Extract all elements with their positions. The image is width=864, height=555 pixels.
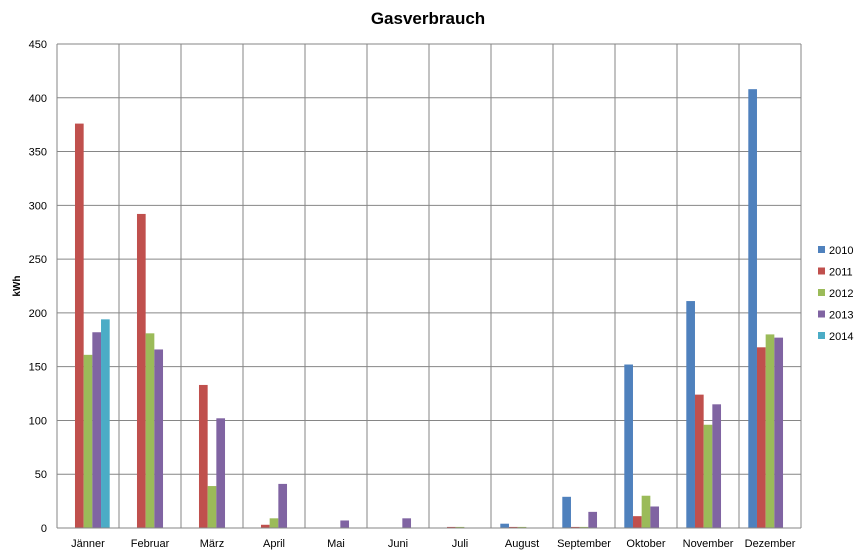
y-tick-label: 100	[29, 415, 47, 427]
bar	[694, 394, 704, 528]
x-tick-label: April	[263, 538, 285, 550]
bar	[756, 347, 766, 528]
bar	[216, 418, 226, 528]
bar	[455, 526, 465, 528]
x-tick-label: Mai	[327, 538, 345, 550]
y-axis-label: kWh	[12, 275, 23, 296]
x-tick-label: März	[200, 538, 224, 550]
bar	[517, 526, 527, 528]
bar	[765, 334, 775, 528]
y-tick-label: 350	[29, 147, 47, 159]
legend-swatch	[818, 332, 825, 339]
legend-swatch	[818, 246, 825, 253]
x-tick-label: Jänner	[71, 538, 105, 550]
legend-label: 2014	[829, 331, 853, 343]
bar	[340, 520, 350, 528]
bar	[748, 89, 757, 528]
y-tick-label: 150	[29, 362, 47, 374]
bar	[101, 319, 110, 528]
bar	[207, 486, 217, 528]
legend-label: 2010	[829, 245, 853, 257]
bar	[650, 506, 660, 528]
bar	[136, 213, 146, 528]
bar	[712, 404, 722, 528]
bar	[74, 123, 84, 528]
legend-swatch	[818, 310, 825, 318]
y-tick-label: 0	[41, 523, 47, 535]
x-tick-labels: Jänner Februar März April Mai Juni Juli August S…	[71, 538, 796, 550]
y-tick-label: 50	[35, 469, 47, 481]
x-tick-label: November	[683, 538, 734, 550]
bar	[562, 496, 571, 528]
bar	[402, 518, 412, 528]
bar	[579, 526, 589, 528]
bar	[92, 332, 102, 528]
y-tick-label: 450	[29, 39, 47, 51]
bar	[570, 526, 580, 528]
bar	[83, 354, 93, 528]
bar	[269, 518, 279, 528]
legend-label: 2012	[829, 288, 853, 300]
bar	[588, 511, 598, 528]
bar	[774, 337, 784, 528]
x-tick-label: Juli	[452, 538, 469, 550]
x-tick-label: August	[505, 538, 539, 550]
bar	[500, 523, 509, 528]
bar	[278, 483, 288, 528]
legend-label: 2013	[829, 310, 853, 322]
x-tick-label: Februar	[131, 538, 170, 550]
bar	[686, 301, 695, 528]
bar	[703, 424, 713, 528]
bar	[508, 526, 518, 528]
x-tick-label: Juni	[388, 538, 408, 550]
y-tick-labels: 0 50 100 150 200 250 300 350 400 450	[29, 39, 47, 535]
bar	[154, 349, 164, 528]
bar	[260, 524, 270, 528]
y-tick-label: 200	[29, 308, 47, 320]
legend: 2010 2011 2012 2013 2014	[818, 245, 853, 343]
bars	[74, 89, 784, 528]
y-tick-label: 300	[29, 200, 47, 212]
legend-swatch	[818, 267, 825, 275]
legend-swatch	[818, 289, 825, 296]
y-tick-label: 250	[29, 254, 47, 266]
legend-label: 2011	[829, 267, 853, 279]
x-tick-label: Dezember	[745, 538, 796, 550]
x-tick-label: Oktober	[626, 538, 665, 550]
bar	[632, 516, 642, 528]
bar	[198, 384, 208, 528]
bar	[624, 364, 633, 528]
axes	[56, 44, 801, 529]
x-tick-label: September	[557, 538, 611, 550]
y-tick-label: 400	[29, 93, 47, 105]
bar	[641, 495, 651, 528]
bar	[446, 526, 456, 528]
chart-title: Gasverbrauch	[371, 9, 485, 28]
bar	[145, 333, 155, 528]
